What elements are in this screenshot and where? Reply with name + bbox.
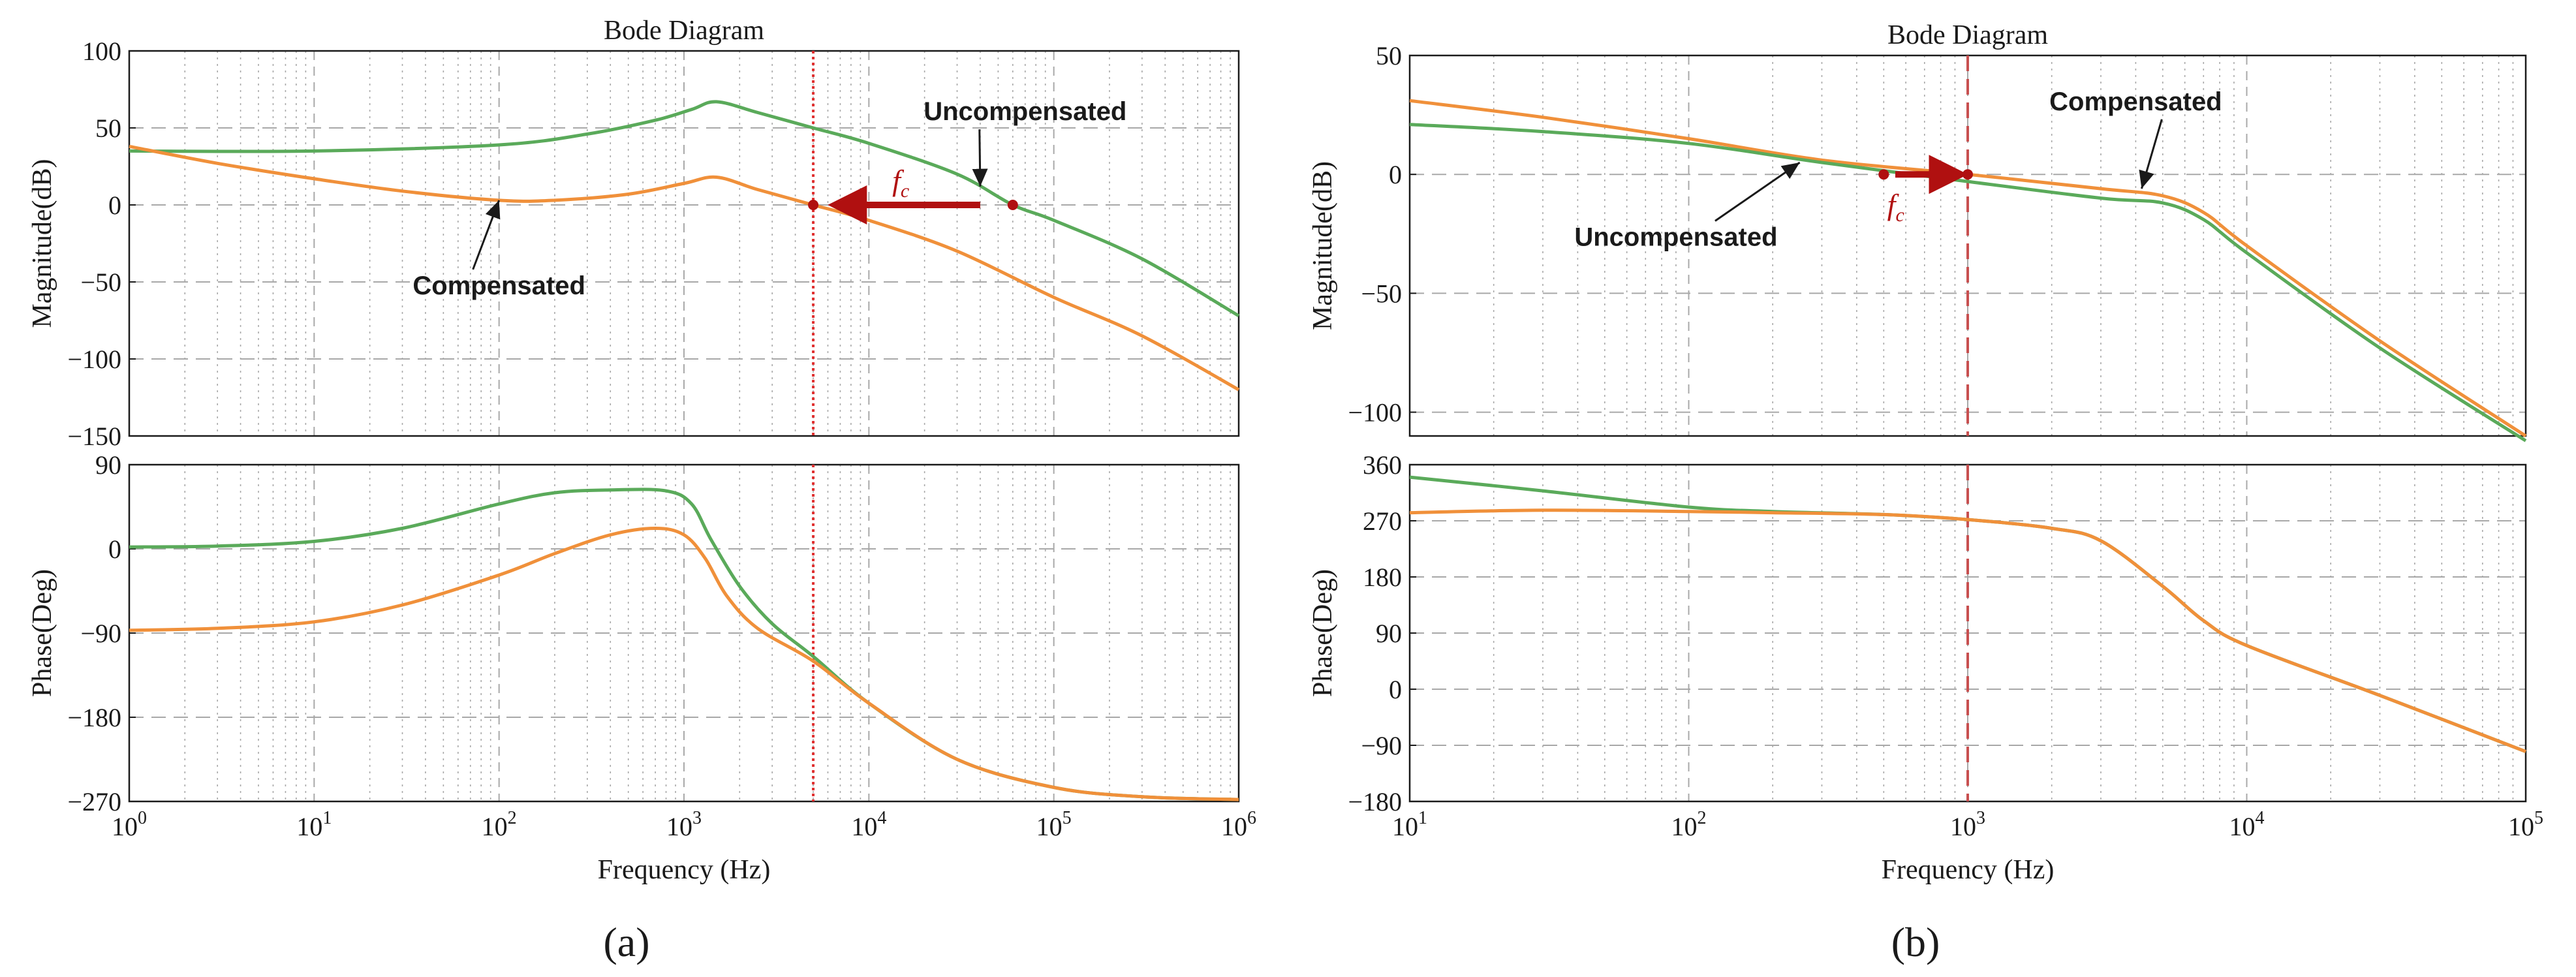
chart-title: Bode Diagram (1887, 20, 2048, 50)
x-tick-label: 102 (482, 808, 517, 841)
x-axis-label: Frequency (Hz) (1882, 855, 2055, 885)
x-tick-exponent: 0 (138, 808, 147, 828)
chart-title: Bode Diagram (604, 16, 764, 46)
panel-label-a: (a) (603, 919, 649, 965)
fc-label: fc (1887, 188, 1904, 226)
y-tick-label: −150 (67, 422, 121, 451)
fc-subscript: c (1895, 204, 1904, 226)
x-tick-label: 102 (1671, 808, 1707, 841)
annotation-uncompensated: Uncompensated (1574, 223, 1777, 252)
x-tick-exponent: 3 (692, 808, 702, 828)
x-tick-base: 10 (1221, 812, 1247, 841)
chart-a-magnitude: 100 50 0 −50 −100 −150 Bode Diagram Magnitude(d… (27, 16, 1240, 451)
series-uncompensated-line (1409, 123, 2527, 442)
x-tick-exponent: 2 (508, 808, 517, 828)
annotation-arrow (1715, 161, 1801, 222)
y-tick-label: 90 (95, 450, 121, 480)
y-tick-label: 50 (95, 114, 121, 143)
y-tick-label: −270 (67, 787, 121, 816)
series-compensated-line (129, 527, 1239, 801)
y-tick-label: −100 (1348, 398, 1402, 427)
x-tick-label: 101 (296, 808, 332, 841)
y-tick-label: −180 (67, 703, 121, 732)
x-tick-base: 10 (2229, 812, 2256, 841)
fc-subscript: c (901, 180, 909, 202)
y-tick-label: 0 (1389, 675, 1402, 704)
x-tick-exponent: 2 (1698, 808, 1707, 828)
x-tick-base: 10 (1950, 812, 1976, 841)
plot-frame (128, 50, 1240, 437)
x-tick-exponent: 4 (877, 808, 886, 828)
y-axis-label: Magnitude(dB) (1308, 161, 1338, 330)
y-axis-label: Magnitude(dB) (27, 159, 57, 328)
x-tick-exponent: 5 (2534, 808, 2543, 828)
y-tick-label: −50 (80, 268, 121, 297)
x-tick-exponent: 3 (1976, 808, 1985, 828)
series-compensated-line (1409, 508, 2526, 753)
x-tick-label: 100 (112, 808, 147, 841)
y-tick-label: −50 (1361, 279, 1402, 308)
y-tick-label: 270 (1363, 506, 1402, 536)
y-tick-label: 0 (108, 535, 121, 564)
series-compensated-line (129, 144, 1240, 392)
x-tick-base: 10 (2508, 812, 2534, 841)
y-axis-label: Phase(Deg) (1308, 569, 1338, 697)
x-tick-label: 104 (851, 808, 886, 841)
x-tick-exponent: 1 (322, 808, 332, 828)
x-tick-label: 105 (1036, 808, 1072, 841)
y-tick-label: −180 (1348, 787, 1402, 816)
x-tick-label: 106 (1221, 808, 1256, 841)
x-tick-exponent: 5 (1063, 808, 1072, 828)
crossover-point (1007, 200, 1018, 210)
x-tick-base: 10 (851, 812, 877, 841)
x-tick-base: 10 (1036, 812, 1063, 841)
x-tick-label: 104 (2229, 808, 2265, 841)
y-axis-label: Phase(Deg) (27, 569, 57, 697)
x-tick-base: 10 (296, 812, 322, 841)
annotation-compensated: Compensated (2049, 87, 2222, 116)
chart-b-magnitude: 50 0 −50 −100 Bode Diagram Magnitude(dB) fc Com… (1308, 20, 2527, 442)
y-tick-label: −90 (80, 619, 121, 648)
annotation-compensated: Compensated (412, 271, 585, 300)
y-tick-label: −90 (1361, 731, 1402, 760)
panel-label-b: (b) (1891, 919, 1940, 965)
x-tick-label: 105 (2508, 808, 2543, 841)
y-tick-label: 0 (1389, 160, 1402, 189)
x-tick-base: 10 (482, 812, 508, 841)
x-tick-label: 101 (1392, 808, 1427, 841)
y-tick-label: −100 (67, 345, 121, 374)
y-tick-label: 90 (1376, 619, 1402, 648)
x-tick-base: 10 (666, 812, 692, 841)
x-tick-exponent: 6 (1247, 808, 1256, 828)
x-tick-label: 103 (1950, 808, 1985, 841)
x-tick-exponent: 1 (1418, 808, 1427, 828)
y-tick-label: 360 (1363, 450, 1402, 480)
x-tick-exponent: 4 (2256, 808, 2265, 828)
y-tick-label: 100 (82, 37, 121, 66)
series-uncompensated-line (129, 100, 1240, 318)
x-tick-base: 10 (1392, 812, 1418, 841)
annotation-uncompensated: Uncompensated (923, 97, 1126, 126)
crossover-point (1878, 169, 1889, 180)
crossover-point (1963, 169, 1973, 180)
x-tick-base: 10 (1671, 812, 1698, 841)
x-tick-label: 103 (666, 808, 702, 841)
crossover-point (808, 200, 819, 210)
x-axis-label: Frequency (Hz) (598, 855, 771, 885)
y-tick-label: 180 (1363, 563, 1402, 592)
annotation-arrow (2139, 119, 2163, 189)
fc-label: fc (892, 164, 909, 202)
y-tick-label: 50 (1376, 41, 1402, 70)
x-tick-base: 10 (112, 812, 138, 841)
series-compensated-line (1409, 99, 2527, 438)
y-tick-label: 0 (108, 191, 121, 220)
annotation-arrow (472, 200, 501, 270)
